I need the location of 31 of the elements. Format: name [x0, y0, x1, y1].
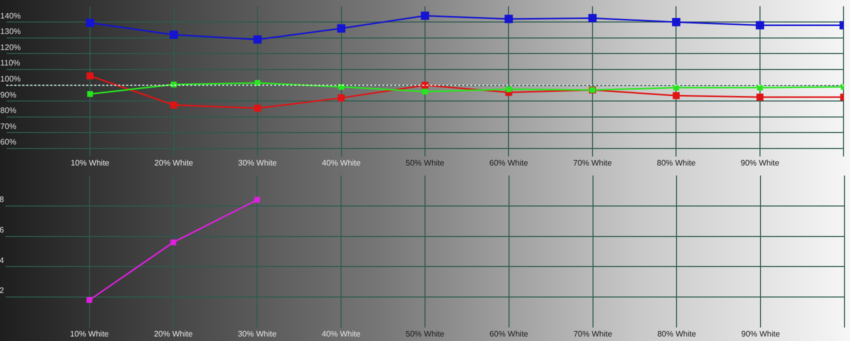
x-tick-label: 10% White: [70, 329, 110, 338]
x-tick-label: 60% White: [489, 158, 529, 168]
y-tick-label: 80%: [0, 106, 16, 116]
x-tick-label: 50% White: [406, 158, 445, 168]
x-tick-label: 90% White: [741, 329, 780, 338]
x-tick-label: 90% White: [740, 158, 780, 168]
y-tick-label: 90%: [0, 90, 16, 100]
x-tick-label: 50% White: [406, 329, 445, 338]
y-tick-label: 140%: [0, 11, 21, 20]
y-tick-label: 120%: [0, 42, 21, 52]
y-tick-label: 6: [0, 225, 4, 234]
x-tick-label: 80% White: [656, 158, 696, 168]
x-tick-label: 20% White: [154, 329, 194, 338]
y-tick-label: 100%: [0, 74, 21, 84]
x-tick-label: 10% White: [70, 158, 110, 168]
x-tick-label: 40% White: [322, 158, 362, 168]
y-tick-label: 130%: [0, 27, 21, 36]
y-tick-label: 110%: [0, 58, 20, 68]
y-tick-label: 8: [0, 195, 4, 204]
y-tick-label: 2: [0, 286, 4, 296]
x-tick-label: 40% White: [322, 329, 361, 338]
x-tick-label: 80% White: [657, 329, 697, 338]
x-tick-label: 30% White: [238, 329, 278, 338]
x-tick-label: 60% White: [490, 329, 529, 338]
y-tick-label: 60%: [0, 138, 16, 147]
x-tick-label: 70% White: [573, 158, 612, 168]
x-tick-label: 20% White: [154, 158, 194, 168]
x-tick-label: 30% White: [238, 158, 278, 168]
y-tick-label: 4: [0, 256, 4, 265]
x-tick-label: 70% White: [573, 329, 613, 338]
y-tick-label: 70%: [0, 122, 16, 131]
